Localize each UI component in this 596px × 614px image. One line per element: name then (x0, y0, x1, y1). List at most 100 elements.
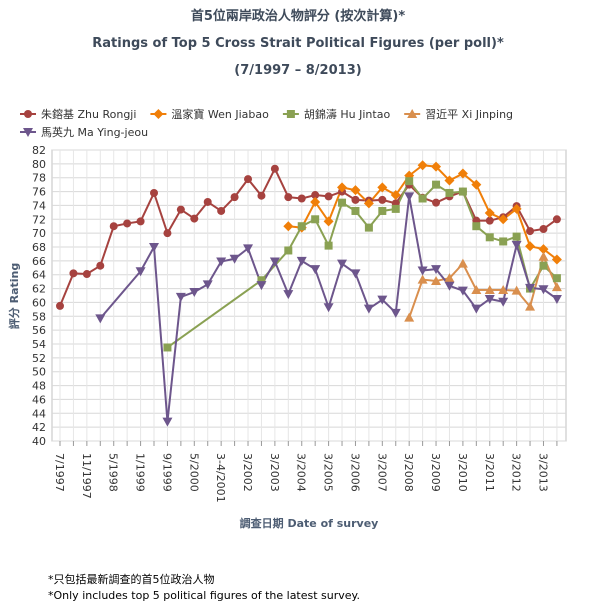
y-tick-label: 56 (32, 324, 46, 337)
y-tick-label: 42 (32, 421, 46, 434)
line-segment (166, 209, 182, 234)
point (135, 267, 146, 277)
y-tick-label: 52 (32, 352, 46, 365)
point (404, 312, 415, 322)
point (404, 192, 415, 202)
point (498, 284, 509, 294)
footnote: *只包括最新調查的首5位政治人物 (48, 572, 215, 586)
point (485, 233, 494, 242)
point (444, 281, 455, 291)
point (69, 269, 78, 278)
line-segment (273, 261, 290, 295)
y-tick-label: 66 (32, 255, 46, 268)
line-segment (327, 263, 343, 308)
point (310, 196, 321, 207)
point (256, 281, 267, 291)
point (56, 301, 64, 310)
y-tick-label: 64 (32, 269, 46, 282)
point (338, 198, 347, 207)
point (351, 206, 360, 215)
point (511, 240, 522, 250)
point (229, 254, 240, 264)
point (512, 232, 521, 241)
point (96, 261, 105, 270)
y-tick-label: 50 (32, 366, 46, 379)
chart-subtitle: Ratings of Top 5 Cross Strait Political … (92, 36, 504, 51)
line-segment (394, 196, 411, 313)
x-tick-label: 3/2004 (295, 453, 308, 492)
line-segment (515, 244, 532, 289)
point (538, 244, 549, 255)
line-segment (153, 192, 169, 234)
point (243, 244, 254, 254)
x-tick-label: 5/1998 (107, 453, 120, 492)
line-segment (99, 270, 142, 320)
line-segment (260, 168, 276, 197)
point (311, 215, 320, 224)
point (217, 206, 226, 215)
x-tick-label: 3/2012 (510, 453, 523, 492)
legend-label: 習近平 Xi Jinping (425, 108, 513, 121)
legend-marker (24, 110, 32, 118)
legend-item: 朱鎔基 Zhu Rongji (20, 107, 136, 121)
point (458, 187, 467, 196)
y-tick-label: 76 (32, 186, 46, 199)
point (176, 205, 185, 214)
point (526, 227, 535, 236)
point (525, 301, 536, 311)
point (444, 273, 455, 283)
point (471, 284, 482, 294)
x-tick-label: 3/2003 (268, 453, 281, 492)
point (82, 270, 91, 279)
y-tick-label: 40 (32, 435, 46, 448)
point (284, 246, 293, 255)
legend-item: 溫家寶 Wen Jiabao (150, 107, 269, 121)
point (378, 206, 387, 215)
point (190, 214, 199, 223)
x-tick-label: 3/2008 (402, 453, 415, 492)
line-segment (166, 296, 182, 422)
point (310, 265, 321, 275)
legend-label: 朱鎔基 Zhu Rongji (41, 107, 136, 121)
point (390, 190, 401, 201)
point (484, 294, 495, 304)
point (551, 282, 562, 292)
y-tick-label: 46 (32, 393, 46, 406)
x-tick-label: 3/2009 (429, 453, 442, 492)
line-segment (462, 263, 478, 291)
y-tick-label: 74 (32, 199, 46, 212)
x-tick-label: 1/1999 (134, 453, 147, 492)
point (123, 219, 132, 228)
x-tick-label: 3/2007 (375, 453, 388, 492)
point (337, 259, 348, 269)
point (378, 195, 387, 204)
point (457, 168, 468, 179)
legend-marker (407, 109, 418, 118)
point (377, 182, 388, 193)
point (351, 195, 360, 204)
x-tick-label: 3-4/2001 (214, 453, 227, 503)
point (189, 288, 200, 298)
chart-period: (7/1997 – 8/2013) (234, 63, 361, 78)
point (149, 243, 160, 252)
point (551, 294, 562, 304)
y-tick-label: 72 (32, 213, 46, 226)
point (350, 269, 361, 279)
point (484, 284, 495, 294)
point (150, 188, 159, 197)
point (457, 258, 468, 268)
point (431, 161, 442, 172)
point (445, 188, 454, 197)
point (471, 304, 482, 314)
line-segment (59, 272, 75, 307)
y-tick-label: 44 (32, 407, 46, 420)
legend-label: 胡錦濤 Hu Jintao (304, 107, 391, 121)
point (363, 198, 374, 209)
x-tick-label: 9/1999 (160, 453, 173, 492)
point (311, 191, 320, 200)
line-segment (153, 246, 169, 422)
point (539, 224, 548, 233)
x-tick-label: 11/1997 (80, 453, 93, 499)
point (364, 223, 373, 232)
